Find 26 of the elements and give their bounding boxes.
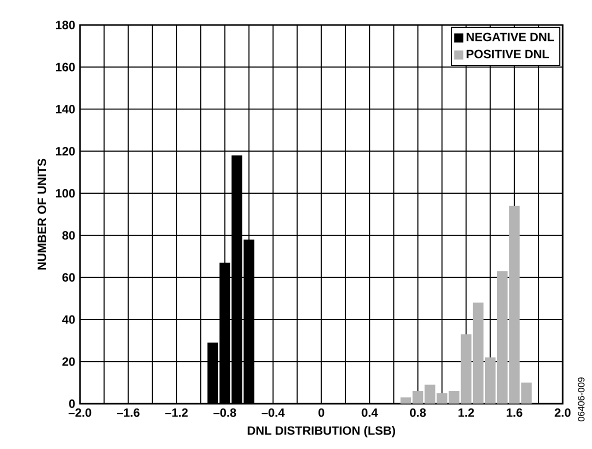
y-tick-label: 100 <box>56 189 75 198</box>
x-tick-label: 1.6 <box>506 408 522 417</box>
y-tick-label: 20 <box>62 357 75 366</box>
x-tick-label: 0.4 <box>362 408 378 417</box>
y-tick-label: 60 <box>62 273 75 282</box>
x-tick-label: –1.6 <box>116 408 140 417</box>
x-tick-label: 2.0 <box>554 408 571 417</box>
x-tick-label: –1.2 <box>165 408 188 417</box>
legend-label: NEGATIVE DNL <box>466 32 554 42</box>
x-tick-label: –0.8 <box>213 408 236 417</box>
x-tick-label: 0 <box>318 408 324 417</box>
y-tick-label: 0 <box>69 399 75 408</box>
x-tick-label: 0.8 <box>410 408 426 417</box>
x-axis-title: DNL DISTRIBUTION (LSB) <box>248 426 396 438</box>
x-tick-label: 1.2 <box>458 408 474 417</box>
y-tick-label: 40 <box>62 315 75 324</box>
x-tick-label: –2.0 <box>68 408 92 417</box>
x-tick-label: –0.4 <box>262 408 285 417</box>
y-tick-label: 180 <box>56 20 75 30</box>
y-tick-label: 120 <box>56 146 75 156</box>
y-tick-label: 80 <box>62 231 75 240</box>
text: 06406-009 <box>578 377 584 422</box>
legend-label: POSITIVE DNL <box>466 50 549 58</box>
y-tick-label: 140 <box>56 104 75 114</box>
y-axis-title: NUMBER OF UNITS <box>38 158 46 270</box>
y-tick-label: 160 <box>56 62 75 72</box>
